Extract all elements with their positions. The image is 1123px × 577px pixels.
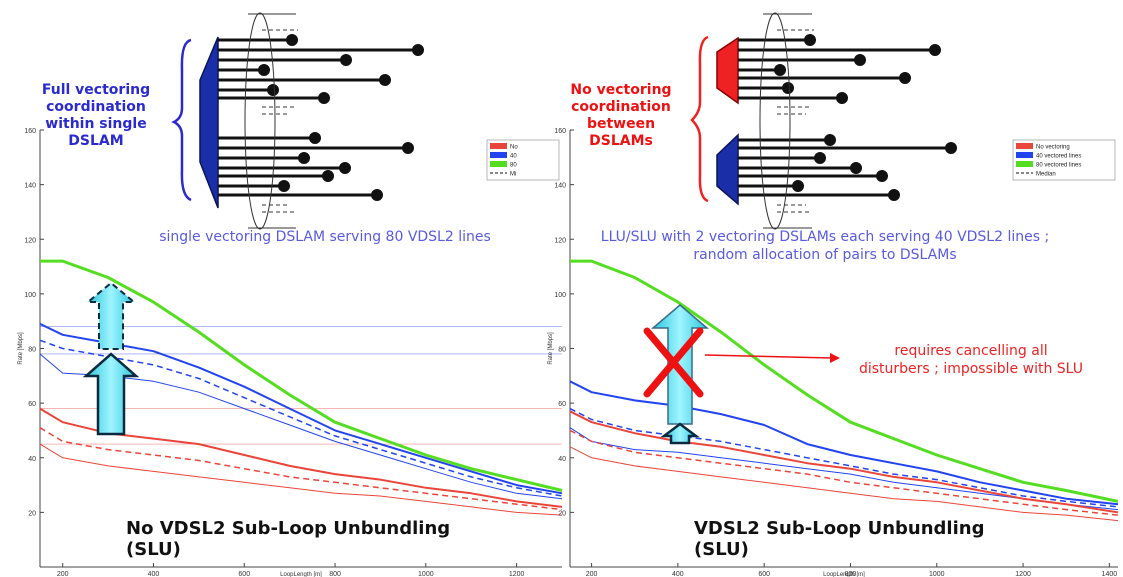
left-chart-ticks: 20 40 60 80 100 120 140 160 200 400 600 800 1000 1200… [18, 128, 560, 577]
series-line-red [569, 410, 1119, 514]
legend-swatch [1016, 152, 1033, 158]
right-cable-bundle-icon [759, 12, 814, 230]
legend-swatch [490, 143, 507, 149]
series-line-green [570, 259, 1119, 503]
x-tick-label: 400 [672, 571, 684, 577]
left-chart-frame [39, 130, 562, 568]
series-line-blue [569, 380, 1119, 506]
y-tick-label: 160 [24, 128, 36, 135]
legend-label: 40 [510, 154, 517, 160]
right-large-up-arrow-icon [650, 304, 710, 425]
legend-swatch [1016, 161, 1033, 167]
legend-label: No vectoring [1036, 145, 1070, 151]
x-tick-label: 800 [329, 571, 341, 577]
left-dashed-up-arrow-icon [85, 281, 137, 350]
left-cable-bundle-icon [244, 12, 298, 230]
left-bottom-title: No VDSL2 Sub-Loop Unbundling (SLU) [126, 518, 451, 560]
x-axis-label: LoopLength [m] [280, 572, 322, 577]
right-caption: LLU/SLU with 2 vectoring DSLAMs each ser… [540, 228, 1110, 264]
x-tick-label: 800 [845, 571, 857, 577]
y-axis-label: Rate [Mbps] [548, 332, 554, 365]
series-line-red [39, 443, 563, 516]
series-line-red [569, 429, 1119, 516]
impossible-cross-icon [643, 327, 704, 398]
y-tick-label: 140 [24, 183, 36, 190]
x-tick-label: 400 [148, 571, 160, 577]
series-line-red [39, 427, 563, 511]
left-coordination-title: Full vectoring coordination within singl… [41, 82, 151, 149]
legend-label: 80 vectored lines [1036, 163, 1081, 169]
left-line-bundle-bottom [218, 132, 414, 201]
left-dslam-diagram [171, 12, 424, 230]
x-tick-label: 1200 [509, 571, 525, 577]
right-small-up-arrow-icon [660, 422, 700, 445]
x-tick-label: 1400 [1102, 571, 1118, 577]
cross-pointer-arrow-icon [704, 353, 840, 363]
right-chart-series [569, 259, 1119, 522]
legend-label: No [510, 145, 518, 151]
right-gain-arrows [643, 304, 840, 445]
x-tick-label: 1200 [1015, 571, 1031, 577]
y-tick-label: 160 [554, 128, 566, 135]
y-tick-label: 140 [554, 183, 566, 190]
x-tick-label: 200 [57, 571, 69, 577]
right-brace-icon [690, 35, 709, 203]
right-dslam-diagram [690, 12, 957, 230]
y-axis-label: Rate [Mbps] [18, 332, 24, 365]
right-note-line1: requires cancelling all [894, 343, 1048, 359]
legend-swatch [1016, 143, 1033, 149]
legend-label: 40 vectored lines [1036, 154, 1081, 160]
left-caption: single vectoring DSLAM serving 80 VDSL2 … [159, 229, 491, 245]
y-tick-label: 100 [554, 292, 566, 299]
legend: No 40 80 Mi [486, 139, 560, 181]
y-tick-label: 20 [558, 510, 566, 517]
legend-swatch [490, 161, 507, 167]
y-tick-label: 40 [558, 456, 566, 463]
legend-label: 80 [510, 163, 517, 169]
left-gain-arrows [82, 281, 140, 436]
left-dslam-shape-icon [199, 36, 219, 209]
left-brace-icon [171, 38, 192, 202]
right-dslam-blue-shape-icon [716, 133, 739, 206]
legend: No vectoring 40 vectored lines 80 vectored… [1012, 139, 1116, 181]
right-line-bundle-bottom [738, 134, 957, 201]
right-coordination-title: No vectoring coordination between DSLAMs [570, 82, 672, 149]
y-tick-label: 120 [554, 237, 566, 244]
x-tick-label: 1000 [929, 571, 945, 577]
right-line-bundle-top [738, 34, 941, 104]
right-bottom-title: VDSL2 Sub-Loop Unbundling (SLU) [694, 518, 985, 560]
x-axis-label: LoopLength [m] [823, 572, 865, 577]
legend-label: Mi [510, 172, 516, 178]
x-tick-label: 200 [586, 571, 598, 577]
right-chart-ticks: 20 40 60 80 100 120 140 160 200 400 600 800 1000 1200… [548, 128, 1117, 577]
y-tick-label: 80 [558, 347, 566, 354]
x-tick-label: 600 [238, 571, 250, 577]
y-tick-label: 60 [558, 401, 566, 408]
x-tick-label: 600 [758, 571, 770, 577]
legend-swatch [490, 152, 507, 158]
right-dslam-red-shape-icon [716, 36, 739, 105]
y-tick-label: 60 [28, 401, 36, 408]
y-tick-label: 120 [24, 237, 36, 244]
x-tick-label: 1000 [418, 571, 434, 577]
y-tick-label: 80 [28, 347, 36, 354]
right-caption-line2: random allocation of pairs to DSLAMs [693, 247, 957, 263]
right-note-line2: disturbers ; impossible with SLU [858, 361, 1084, 377]
y-tick-label: 40 [28, 456, 36, 463]
right-impossible-note: requires cancelling all disturbers ; imp… [836, 342, 1106, 378]
right-caption-line1: LLU/SLU with 2 vectoring DSLAMs each ser… [600, 229, 1050, 245]
left-solid-up-arrow-icon [82, 352, 140, 436]
series-line-red [569, 446, 1119, 522]
y-tick-label: 100 [24, 292, 36, 299]
legend-label: Median [1036, 172, 1056, 178]
y-tick-label: 20 [28, 510, 36, 517]
series-line-blue [569, 407, 1119, 508]
series-line-green [40, 259, 563, 492]
left-line-bundle-top [218, 34, 424, 104]
